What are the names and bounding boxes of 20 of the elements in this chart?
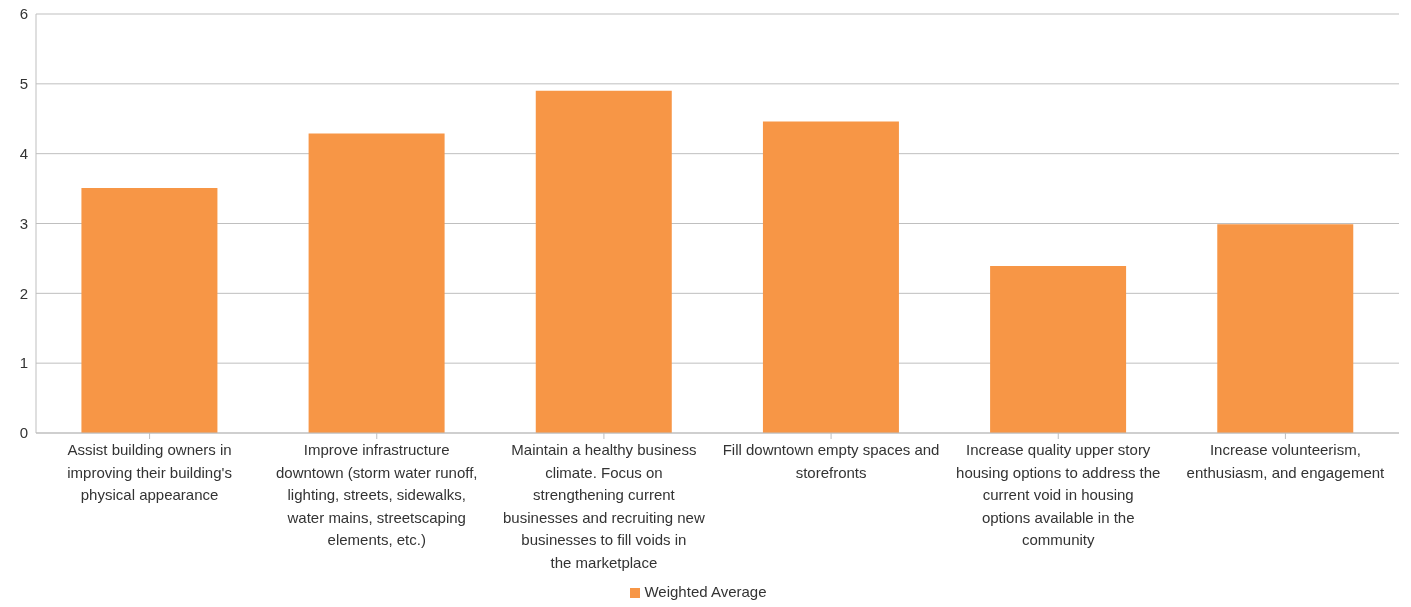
y-tick-label: 2 [19, 284, 28, 302]
x-tick-label: Maintain a healthy business climate. Focus on strengthening current businesses and recruiting new businesses to fill voids in the marketplace [503, 441, 705, 571]
y-tick-label: 0 [19, 424, 28, 442]
x-tick-label: Increase volunteerism, enthusiasm, and engagement [1186, 441, 1386, 481]
bar [535, 90, 672, 433]
y-tick-label: 6 [19, 5, 28, 23]
legend-label: Weighted Average [644, 583, 767, 600]
y-tick-label: 4 [19, 144, 28, 162]
bar [762, 121, 899, 433]
x-tick-label: Assist building owners in improving their building's physical appearance [67, 441, 232, 503]
y-tick-label: 3 [19, 214, 28, 232]
y-tick-label: 5 [19, 75, 28, 93]
bar [308, 133, 445, 433]
bar [990, 266, 1127, 433]
bar [1217, 224, 1354, 433]
x-tick-label: Increase quality upper story housing options to address the current void in housing options available in the community [956, 441, 1161, 548]
x-tick-label: Fill downtown empty spaces and storefronts [722, 441, 940, 481]
bar [81, 187, 218, 433]
x-tick-label: Improve infrastructure downtown (storm water runoff, lighting, streets, sidewalks, water mains, streetscaping elements, etc.) [276, 441, 478, 548]
y-tick-label: 1 [19, 354, 28, 372]
